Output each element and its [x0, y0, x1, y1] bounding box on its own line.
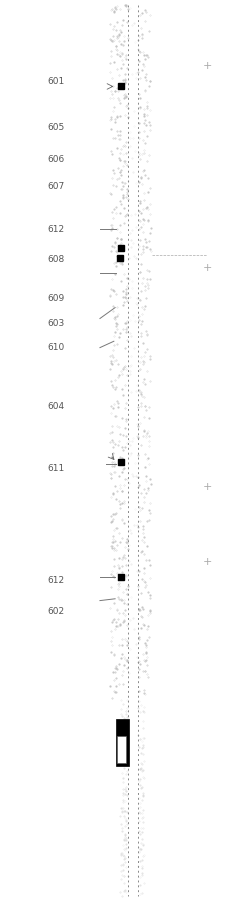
Text: 612: 612	[47, 225, 64, 234]
Bar	[116, 736, 125, 763]
Text: 611: 611	[47, 464, 64, 473]
Text: +: +	[202, 264, 211, 273]
Text: 604: 604	[47, 402, 64, 411]
Bar	[115, 719, 128, 766]
Text: 601: 601	[47, 77, 64, 86]
Text: 603: 603	[47, 318, 64, 328]
Text: 610: 610	[47, 343, 64, 352]
Text: +: +	[202, 61, 211, 70]
Text: +: +	[202, 482, 211, 491]
Text: 1: 1	[120, 164, 123, 169]
Text: 612: 612	[47, 576, 64, 585]
Text: 602: 602	[47, 607, 64, 616]
Text: 608: 608	[47, 255, 64, 264]
Text: +: +	[202, 558, 211, 567]
Text: 606: 606	[47, 155, 64, 164]
Text: 605: 605	[47, 123, 64, 132]
Text: 607: 607	[47, 182, 64, 191]
Text: 2: 2	[120, 152, 123, 157]
Text: 609: 609	[47, 294, 64, 303]
